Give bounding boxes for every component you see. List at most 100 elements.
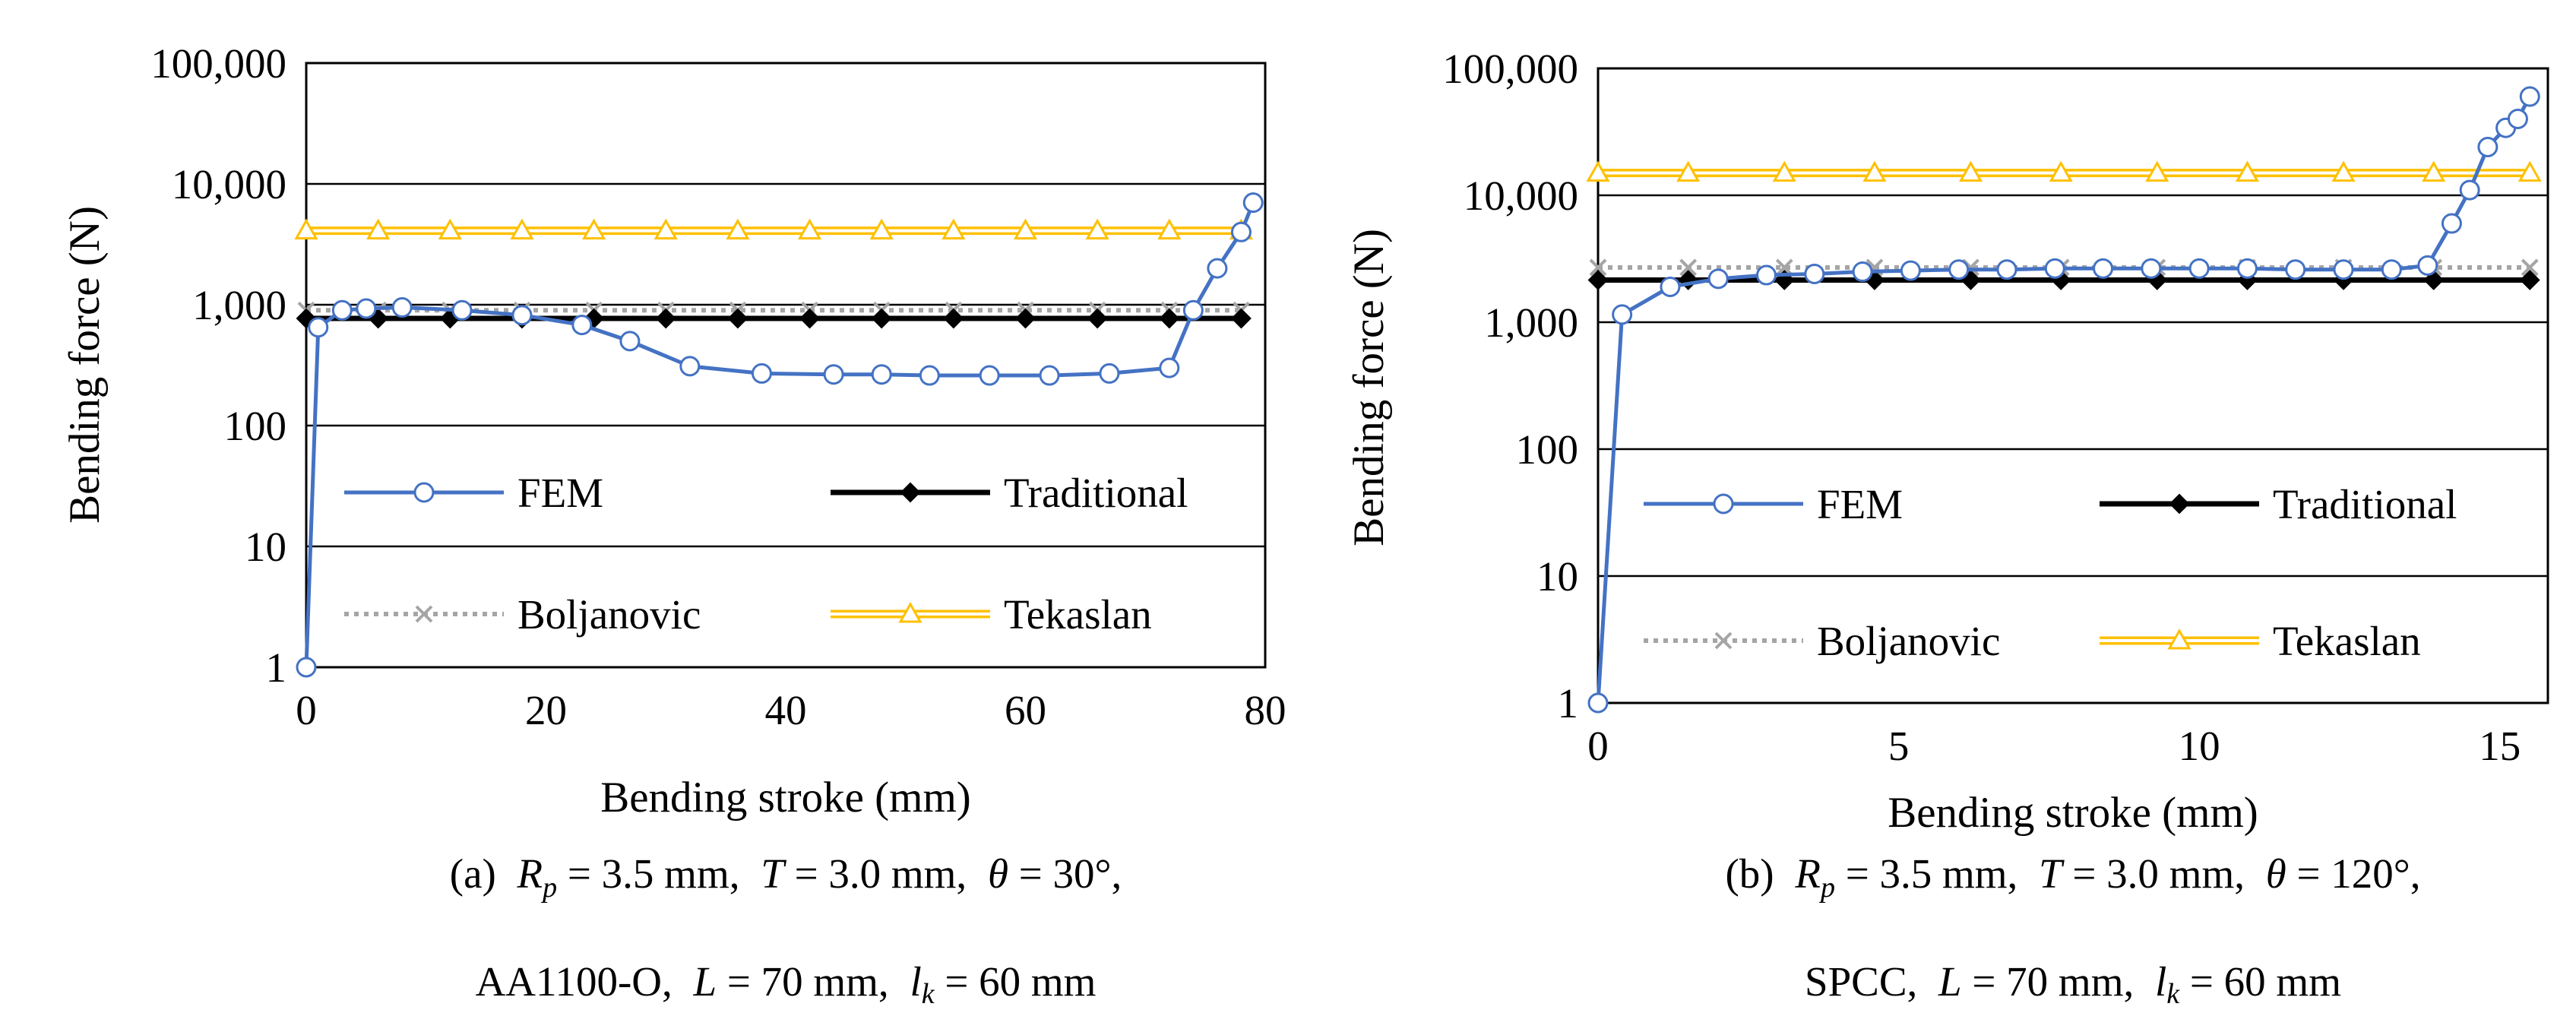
legend-marker-boljanovic-b xyxy=(1714,632,1733,650)
legend-item-traditional-b: Traditional xyxy=(2100,481,2457,527)
legend-marker-boljanovic-a xyxy=(415,605,433,623)
x-axis-label-b: Bending stroke (mm) xyxy=(1888,789,2258,837)
x-tick-label-a-1: 20 xyxy=(525,687,567,733)
point-fem-b-21 xyxy=(2477,137,2498,158)
point-fem-a-19 xyxy=(1207,258,1228,279)
legend-marker-fem-a xyxy=(413,482,435,503)
series-tekaslan-b xyxy=(1586,160,2542,182)
point-fem-a-17 xyxy=(1159,357,1180,378)
point-tekaslan-a-6 xyxy=(726,218,750,240)
point-fem-b-11 xyxy=(2093,258,2114,279)
point-tekaslan-a-8 xyxy=(869,218,894,240)
point-tekaslan-b-9 xyxy=(2422,160,2446,182)
series-layer-a xyxy=(294,192,1264,678)
point-tekaslan-a-2 xyxy=(438,218,462,240)
point-fem-b-10 xyxy=(2044,258,2065,279)
point-fem-a-2 xyxy=(331,299,353,321)
legend-label-traditional-a: Traditional xyxy=(1004,470,1188,516)
caption-b-prefix: (b) xyxy=(1725,850,1774,897)
legend-label-boljanovic-a: Boljanovic xyxy=(517,591,701,638)
symbol-rp-b: Rp xyxy=(1794,850,1835,904)
x-tick-label-b-2: 10 xyxy=(2179,723,2220,769)
point-traditional-a-7 xyxy=(799,308,820,329)
point-fem-b-9 xyxy=(1996,259,2017,280)
point-fem-a-7 xyxy=(571,315,593,336)
x-tick-label-a-4: 80 xyxy=(1245,687,1286,733)
point-fem-a-5 xyxy=(451,299,473,321)
y-tick-label-a-1: 10 xyxy=(245,524,286,570)
point-fem-a-8 xyxy=(619,331,641,352)
legend-item-tekaslan-a: Tekaslan xyxy=(831,591,1152,638)
point-fem-a-10 xyxy=(751,362,772,384)
legend-item-fem-b: FEM xyxy=(1644,481,1903,527)
point-traditional-b-10 xyxy=(2519,270,2540,290)
y-tick-label-b-5: 100,000 xyxy=(1442,46,1578,92)
point-fem-a-16 xyxy=(1099,362,1120,384)
point-tekaslan-b-3 xyxy=(1862,160,1887,182)
caption-b-theta-value: = 120°, xyxy=(2297,850,2421,897)
point-fem-a-21 xyxy=(1242,192,1264,214)
point-traditional-a-5 xyxy=(655,308,676,329)
point-fem-a-12 xyxy=(871,364,892,385)
legend-label-fem-b: FEM xyxy=(1817,481,1903,527)
point-tekaslan-a-0 xyxy=(294,218,318,240)
y-tick-label-a-4: 10,000 xyxy=(172,161,286,207)
point-fem-a-13 xyxy=(919,365,940,386)
point-tekaslan-b-7 xyxy=(2235,160,2260,182)
point-tekaslan-b-6 xyxy=(2145,160,2169,182)
caption-a-line2: AA1100-O, L = 70 mm, lk = 60 mm xyxy=(476,958,1097,1012)
point-tekaslan-b-4 xyxy=(1958,160,1983,182)
y-tick-label-b-0: 1 xyxy=(1558,680,1579,727)
point-fem-b-20 xyxy=(2459,179,2480,201)
point-fem-a-14 xyxy=(979,365,1000,386)
caption-a-line1: (a) Rp = 3.5 mm, T = 3.0 mm, θ = 30°, xyxy=(450,850,1122,906)
caption-b-line1: (b) Rp = 3.5 mm, T = 3.0 mm, θ = 120°, xyxy=(1725,850,2420,906)
chart-panel-a: 1 10 100 1,000 10,000 100,000 0 20 40 60 80 FEM Tr… xyxy=(61,40,1286,1012)
point-traditional-a-9 xyxy=(943,308,964,329)
symbol-theta-a: θ xyxy=(988,850,1008,897)
point-fem-a-6 xyxy=(511,305,533,326)
point-fem-a-15 xyxy=(1039,365,1060,386)
point-tekaslan-b-10 xyxy=(2517,160,2542,182)
caption-b-rp-value: = 3.5 mm, xyxy=(1846,850,2018,897)
point-fem-a-18 xyxy=(1182,299,1204,321)
symbol-l-a: L xyxy=(693,958,717,1005)
y-tick-labels-b: 1 10 100 1,000 10,000 100,000 xyxy=(1442,46,1578,727)
point-traditional-b-0 xyxy=(1587,270,1609,290)
legend-marker-traditional-a xyxy=(900,482,921,503)
symbol-rp-a: Rp xyxy=(517,850,558,904)
caption-b-l-value: = 70 mm, xyxy=(1972,958,2134,1005)
legend-label-tekaslan-b: Tekaslan xyxy=(2273,618,2421,664)
legend-marker-tekaslan-b xyxy=(2167,628,2191,650)
series-fem-a-line xyxy=(304,201,1255,668)
point-tekaslan-a-10 xyxy=(1013,218,1038,240)
x-tick-label-a-2: 40 xyxy=(765,687,807,733)
legend-label-tekaslan-a: Tekaslan xyxy=(1004,591,1152,638)
symbol-lk-b: lk xyxy=(2155,958,2180,1010)
point-tekaslan-a-1 xyxy=(366,218,391,240)
legend-marker-tekaslan-a xyxy=(898,601,922,623)
series-fem-b xyxy=(1587,86,2540,714)
symbol-t-a: T xyxy=(761,850,786,897)
symbol-lk-a: lk xyxy=(910,958,935,1010)
legend-label-boljanovic-b: Boljanovic xyxy=(1817,618,2000,664)
point-fem-b-2 xyxy=(1660,276,1681,297)
point-fem-b-7 xyxy=(1900,260,1921,281)
y-axis-label-b: Bending force (N) xyxy=(1345,229,1393,546)
point-tekaslan-b-8 xyxy=(2331,160,2356,182)
x-tick-labels-b: 0 5 10 15 xyxy=(1587,723,2521,769)
x-tick-label-a-0: 0 xyxy=(296,687,317,733)
point-tekaslan-a-12 xyxy=(1157,218,1182,240)
plot-area-a xyxy=(305,62,1267,669)
x-tick-label-b-3: 15 xyxy=(2479,723,2521,769)
y-tick-label-a-3: 1,000 xyxy=(192,282,286,328)
point-fem-a-9 xyxy=(679,356,701,377)
caption-a-lk-value: = 60 mm xyxy=(945,958,1096,1005)
gridlines-b xyxy=(1598,194,2548,578)
point-fem-a-3 xyxy=(356,298,377,319)
point-fem-b-1 xyxy=(1612,304,1633,325)
point-traditional-a-11 xyxy=(1087,308,1108,329)
point-traditional-a-13 xyxy=(1231,308,1252,329)
caption-a-l-value: = 70 mm, xyxy=(727,958,889,1005)
point-fem-a-4 xyxy=(391,297,413,318)
